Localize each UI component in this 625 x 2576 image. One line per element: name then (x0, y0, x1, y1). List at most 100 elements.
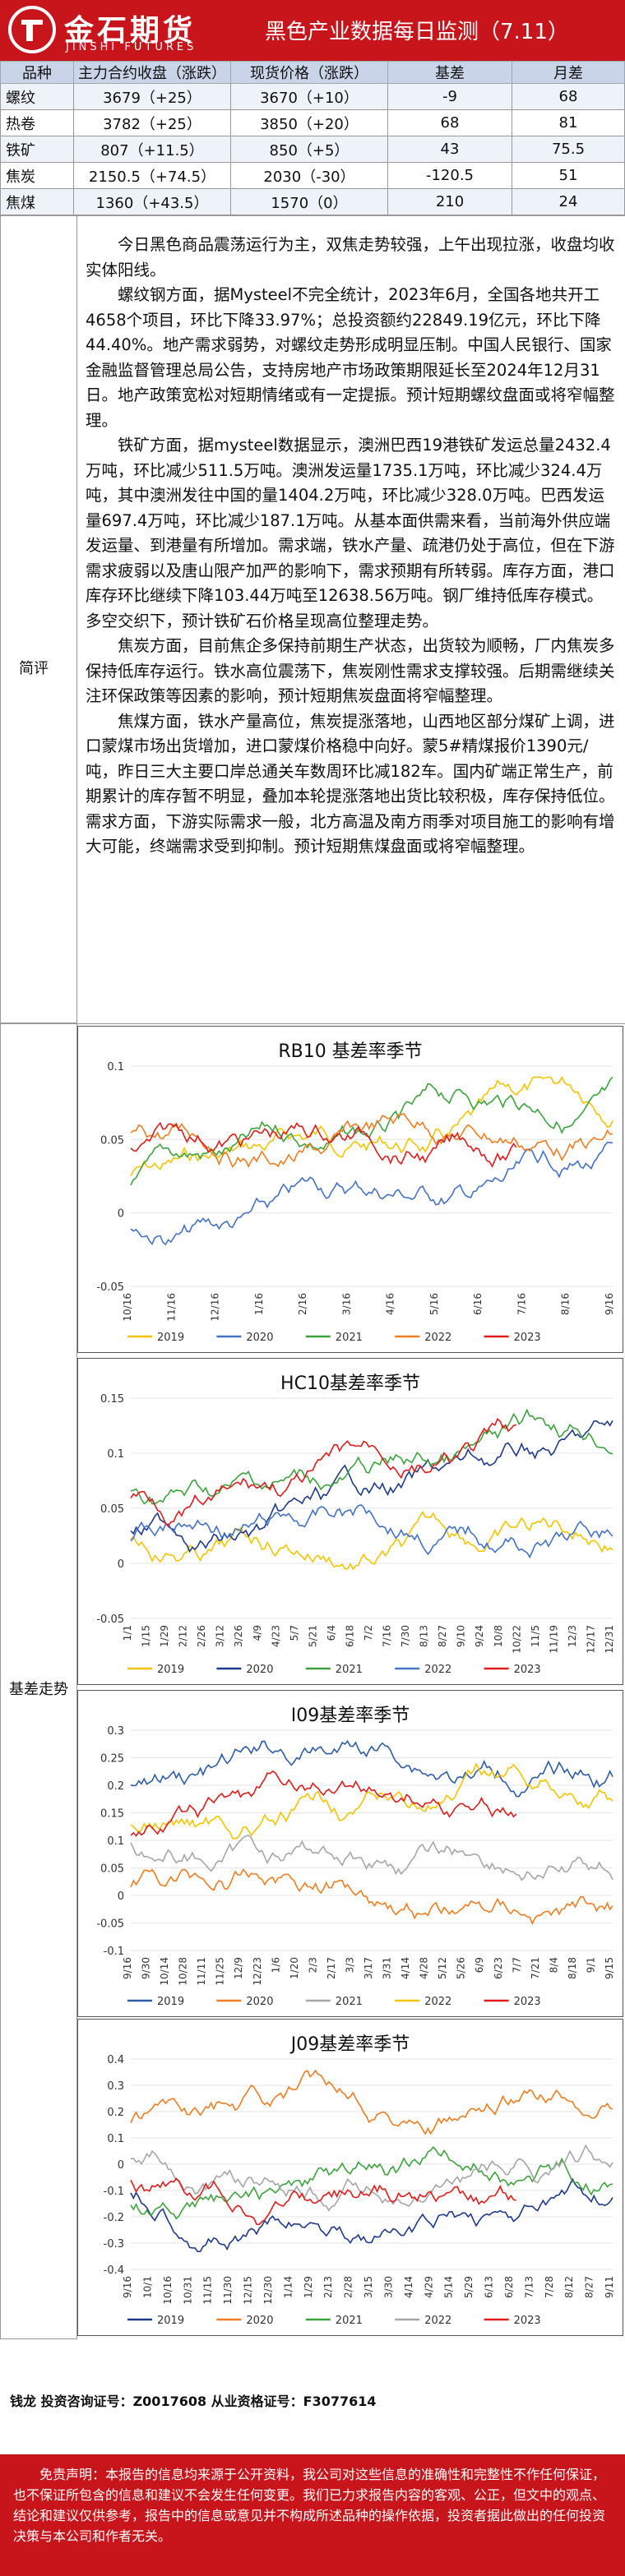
table-cell: 焦炭 (0, 162, 74, 189)
table-cell: 3782（+25） (73, 109, 231, 136)
x-tick-label: 2/16 (297, 1293, 308, 1315)
x-tick-label: 9/30 (141, 1957, 152, 1979)
table-cell: 51 (512, 162, 625, 189)
x-tick-label: 3/17 (363, 1957, 374, 1979)
x-tick-label: 9/16 (604, 1293, 615, 1315)
x-tick-label: 8/13 (419, 1625, 430, 1647)
chart-hc10: HC10基差率季节 0.15 0.1 0.05 0 -0.05 1/1 1/15 1/29 2/… (77, 1358, 623, 1685)
legend-label: 2020 (246, 1664, 273, 1676)
series-line-2022 (130, 1504, 613, 1559)
y-tick-label: 0 (118, 2159, 124, 2172)
x-tick-label: 3/26 (233, 1625, 244, 1647)
y-tick-label: 0.1 (107, 2133, 124, 2145)
x-tick-label: 6/28 (503, 2276, 515, 2298)
y-tick-label: -0.05 (96, 1918, 124, 1931)
x-tick-label: 12/30 (262, 2276, 274, 2305)
y-tick-label: 0.4 (107, 2054, 124, 2066)
x-tick-label: 10/16 (122, 1293, 133, 1322)
x-tick-label: 4/16 (385, 1293, 396, 1315)
summary-label: 简评 (19, 660, 49, 677)
legend-label: 2023 (514, 1664, 541, 1676)
x-tick-label: 10/31 (182, 2276, 193, 2305)
x-tick-label: 6/16 (472, 1293, 484, 1315)
table-header-row: 品种 主力合约收盘（涨跌） 现货价格（涨跌） 基差 月差 (0, 61, 625, 84)
table-cell: 850（+5） (230, 136, 388, 163)
x-tick-label: 12/31 (604, 1625, 615, 1654)
analyst-contact: 钱龙 投资咨询证号：Z0017608 从业资格证号：F3077614 (10, 2394, 377, 2409)
x-tick-label: 6/23 (493, 1957, 504, 1979)
table-row: 铁矿 807（+11.5） 850（+5） 43 75.5 (0, 136, 625, 163)
company-logo: 金石期货 JINSHI FUTURES (7, 5, 212, 56)
y-tick-label: 0.1 (107, 1835, 124, 1848)
chart-title: I09基差率季节 (290, 1706, 410, 1726)
series-line-2021 (130, 2145, 613, 2220)
x-tick-label: 10/28 (178, 1957, 189, 1986)
y-tick-label: 0.15 (100, 1808, 124, 1821)
x-tick-label: 6/9 (474, 1957, 485, 1973)
x-tick-label: 10/8 (493, 1625, 504, 1647)
x-tick-label: 11/5 (530, 1625, 541, 1647)
y-tick-label: 0.3 (107, 1725, 124, 1738)
x-tick-label: 4/29 (423, 2276, 434, 2298)
y-tick-label: 0.05 (100, 1134, 124, 1147)
x-tick-label: 4/9 (252, 1625, 263, 1641)
price-table: 品种 主力合约收盘（涨跌） 现货价格（涨跌） 基差 月差 螺纹 3679（+25… (0, 61, 625, 215)
header-banner: 金石期货 JINSHI FUTURES 黑色产业数据每日监测（7.11） (0, 0, 625, 61)
x-tick-label: 6/4 (326, 1625, 337, 1641)
x-tick-label: 11/30 (222, 2276, 234, 2305)
x-tick-label: 7/28 (544, 2276, 555, 2298)
x-tick-label: 11/25 (215, 1957, 226, 1986)
summary-paragraph: 螺纹钢方面，据Mysteel不完全统计，2023年6月，全国各地共开工4658个… (86, 285, 615, 430)
table-cell: 3679（+25） (73, 83, 231, 110)
series-line-2023 (130, 2177, 516, 2226)
x-tick-label: 3/3 (344, 1957, 355, 1973)
x-tick-label: 12/17 (585, 1625, 596, 1654)
x-tick-label: 11/15 (202, 2276, 214, 2305)
x-tick-label: 12/9 (233, 1957, 244, 1979)
table-row: 焦煤 1360（+43.5） 1570（0） 210 24 (0, 188, 625, 215)
x-tick-label: 9/11 (604, 2276, 615, 2298)
legend-label: 2019 (157, 1996, 184, 2008)
legend-label: 2022 (424, 1996, 451, 2008)
table-cell: 24 (512, 188, 625, 215)
x-tick-label: 10/1 (141, 2276, 153, 2298)
table-cell: 焦煤 (0, 188, 74, 215)
y-tick-label: -0.1 (104, 2186, 124, 2198)
x-tick-label: 10/16 (162, 2276, 174, 2305)
x-tick-label: 7/16 (382, 1625, 393, 1647)
x-tick-label: 8/27 (584, 2276, 595, 2298)
x-tick-label: 8/12 (563, 2276, 575, 2298)
chart-title: J09基差率季节 (290, 2034, 410, 2055)
summary-paragraph: 焦煤方面，铁水产量高位，焦炭提涨落地，山西地区部分煤矿上调，进口蒙煤市场出货增加… (86, 711, 615, 856)
x-tick-label: 10/14 (159, 1957, 170, 1986)
table-header-cell: 品种 (0, 61, 74, 84)
series-line-2021 (130, 1835, 613, 1881)
table-header-cell: 月差 (512, 61, 625, 84)
x-tick-label: 11/19 (548, 1625, 559, 1654)
table-row: 焦炭 2150.5（+74.5） 2030（-30） -120.5 51 (0, 162, 625, 189)
y-tick-label: 0.3 (107, 2080, 124, 2093)
x-tick-label: 8/18 (567, 1957, 578, 1979)
table-header-cell: 基差 (387, 61, 512, 84)
table-cell: -9 (387, 83, 512, 110)
x-tick-label: 2/3 (307, 1957, 318, 1973)
series-line-2023 (130, 1417, 517, 1527)
x-tick-label: 5/26 (456, 1957, 467, 1979)
legend-label: 2021 (336, 1664, 363, 1676)
x-tick-label: 8/4 (548, 1957, 559, 1973)
x-tick-label: 1/16 (253, 1293, 265, 1315)
series-line-2023 (130, 1121, 517, 1168)
x-tick-label: 11/11 (196, 1957, 207, 1986)
logo-english-text: JINSHI FUTURES (66, 41, 197, 53)
series-line-2019 (130, 1075, 613, 1177)
series-line-2022 (130, 1762, 613, 1840)
table-cell: 螺纹 (0, 83, 74, 110)
x-tick-label: 5/21 (307, 1625, 318, 1647)
chart-title: RB10 基差率季节 (278, 1041, 423, 1062)
series-line-2019 (130, 2177, 613, 2253)
legend-label: 2023 (514, 2315, 541, 2327)
table-cell: 3850（+20） (230, 109, 388, 136)
table-cell: 68 (512, 83, 625, 110)
x-tick-label: 2/28 (343, 2276, 354, 2298)
